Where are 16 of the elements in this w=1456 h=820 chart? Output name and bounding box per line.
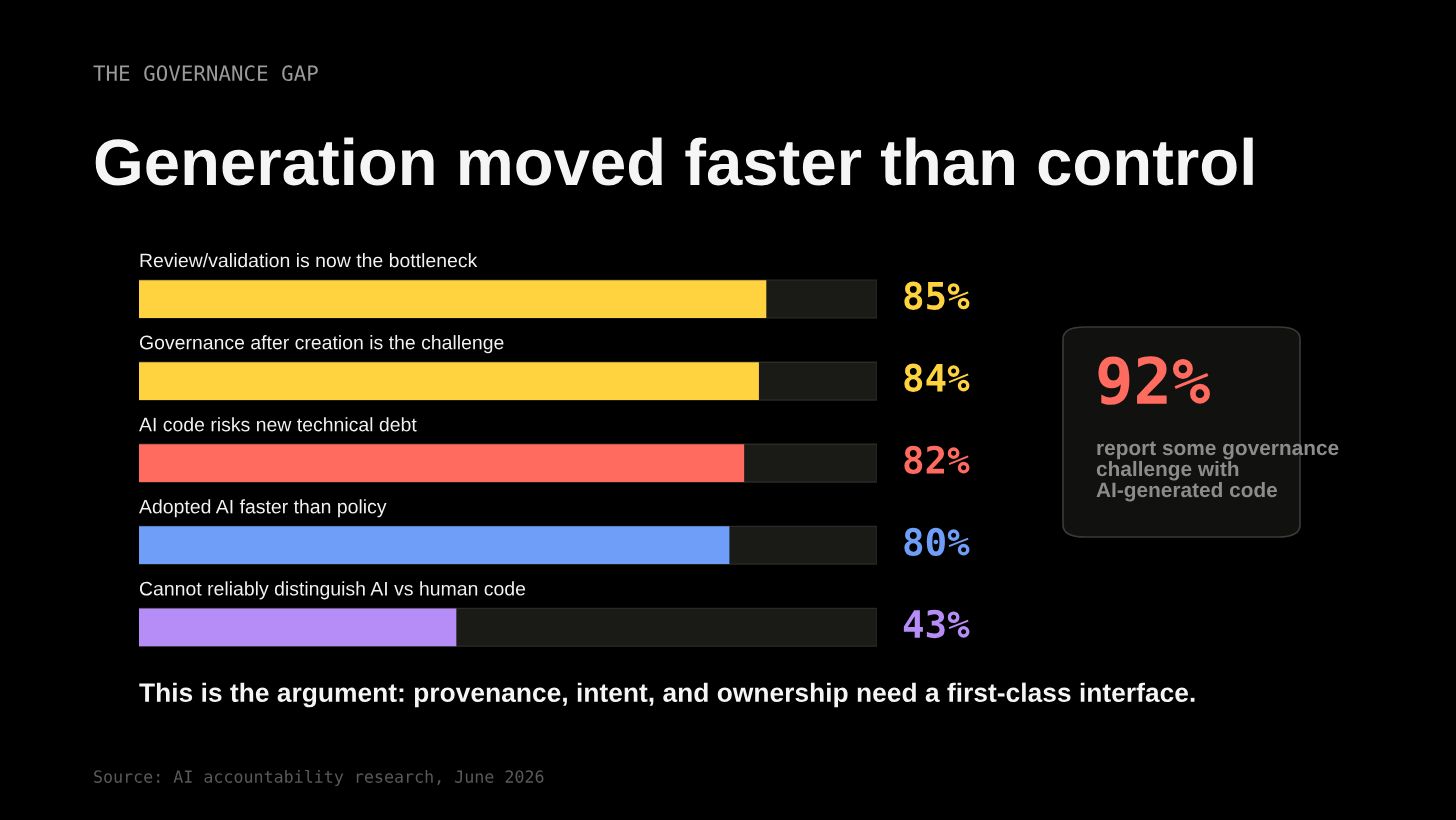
y-tick-label: Governance after creation is the challenge <box>139 335 504 354</box>
data-label: 82% <box>904 445 970 475</box>
chart-subtitle: THE GOVERNANCE GAP <box>93 65 318 82</box>
data-label: 85% <box>904 281 970 310</box>
text: report some governance challenge with AI-generated code <box>1096 441 1339 502</box>
data-label: 80% <box>904 527 970 557</box>
y-tick-label: Cannot reliably distinguish AI vs human code <box>139 581 526 600</box>
data-label: 84% <box>904 363 970 392</box>
y-tick-label: AI code risks new technical debt <box>139 417 417 432</box>
source-note: Source: AI accountability research, June 2026 <box>94 769 544 787</box>
text: 92% <box>1098 356 1210 405</box>
chart-title: Generation moved faster than control <box>95 137 1253 186</box>
text: This is the argument: provenance, intent, and ownership need a first-class interface. <box>139 682 1195 708</box>
data-label: 43% <box>903 609 970 639</box>
y-tick-label: Adopted AI faster than policy <box>139 499 387 518</box>
y-tick-label: Review/validation is now the bottleneck <box>140 253 478 268</box>
